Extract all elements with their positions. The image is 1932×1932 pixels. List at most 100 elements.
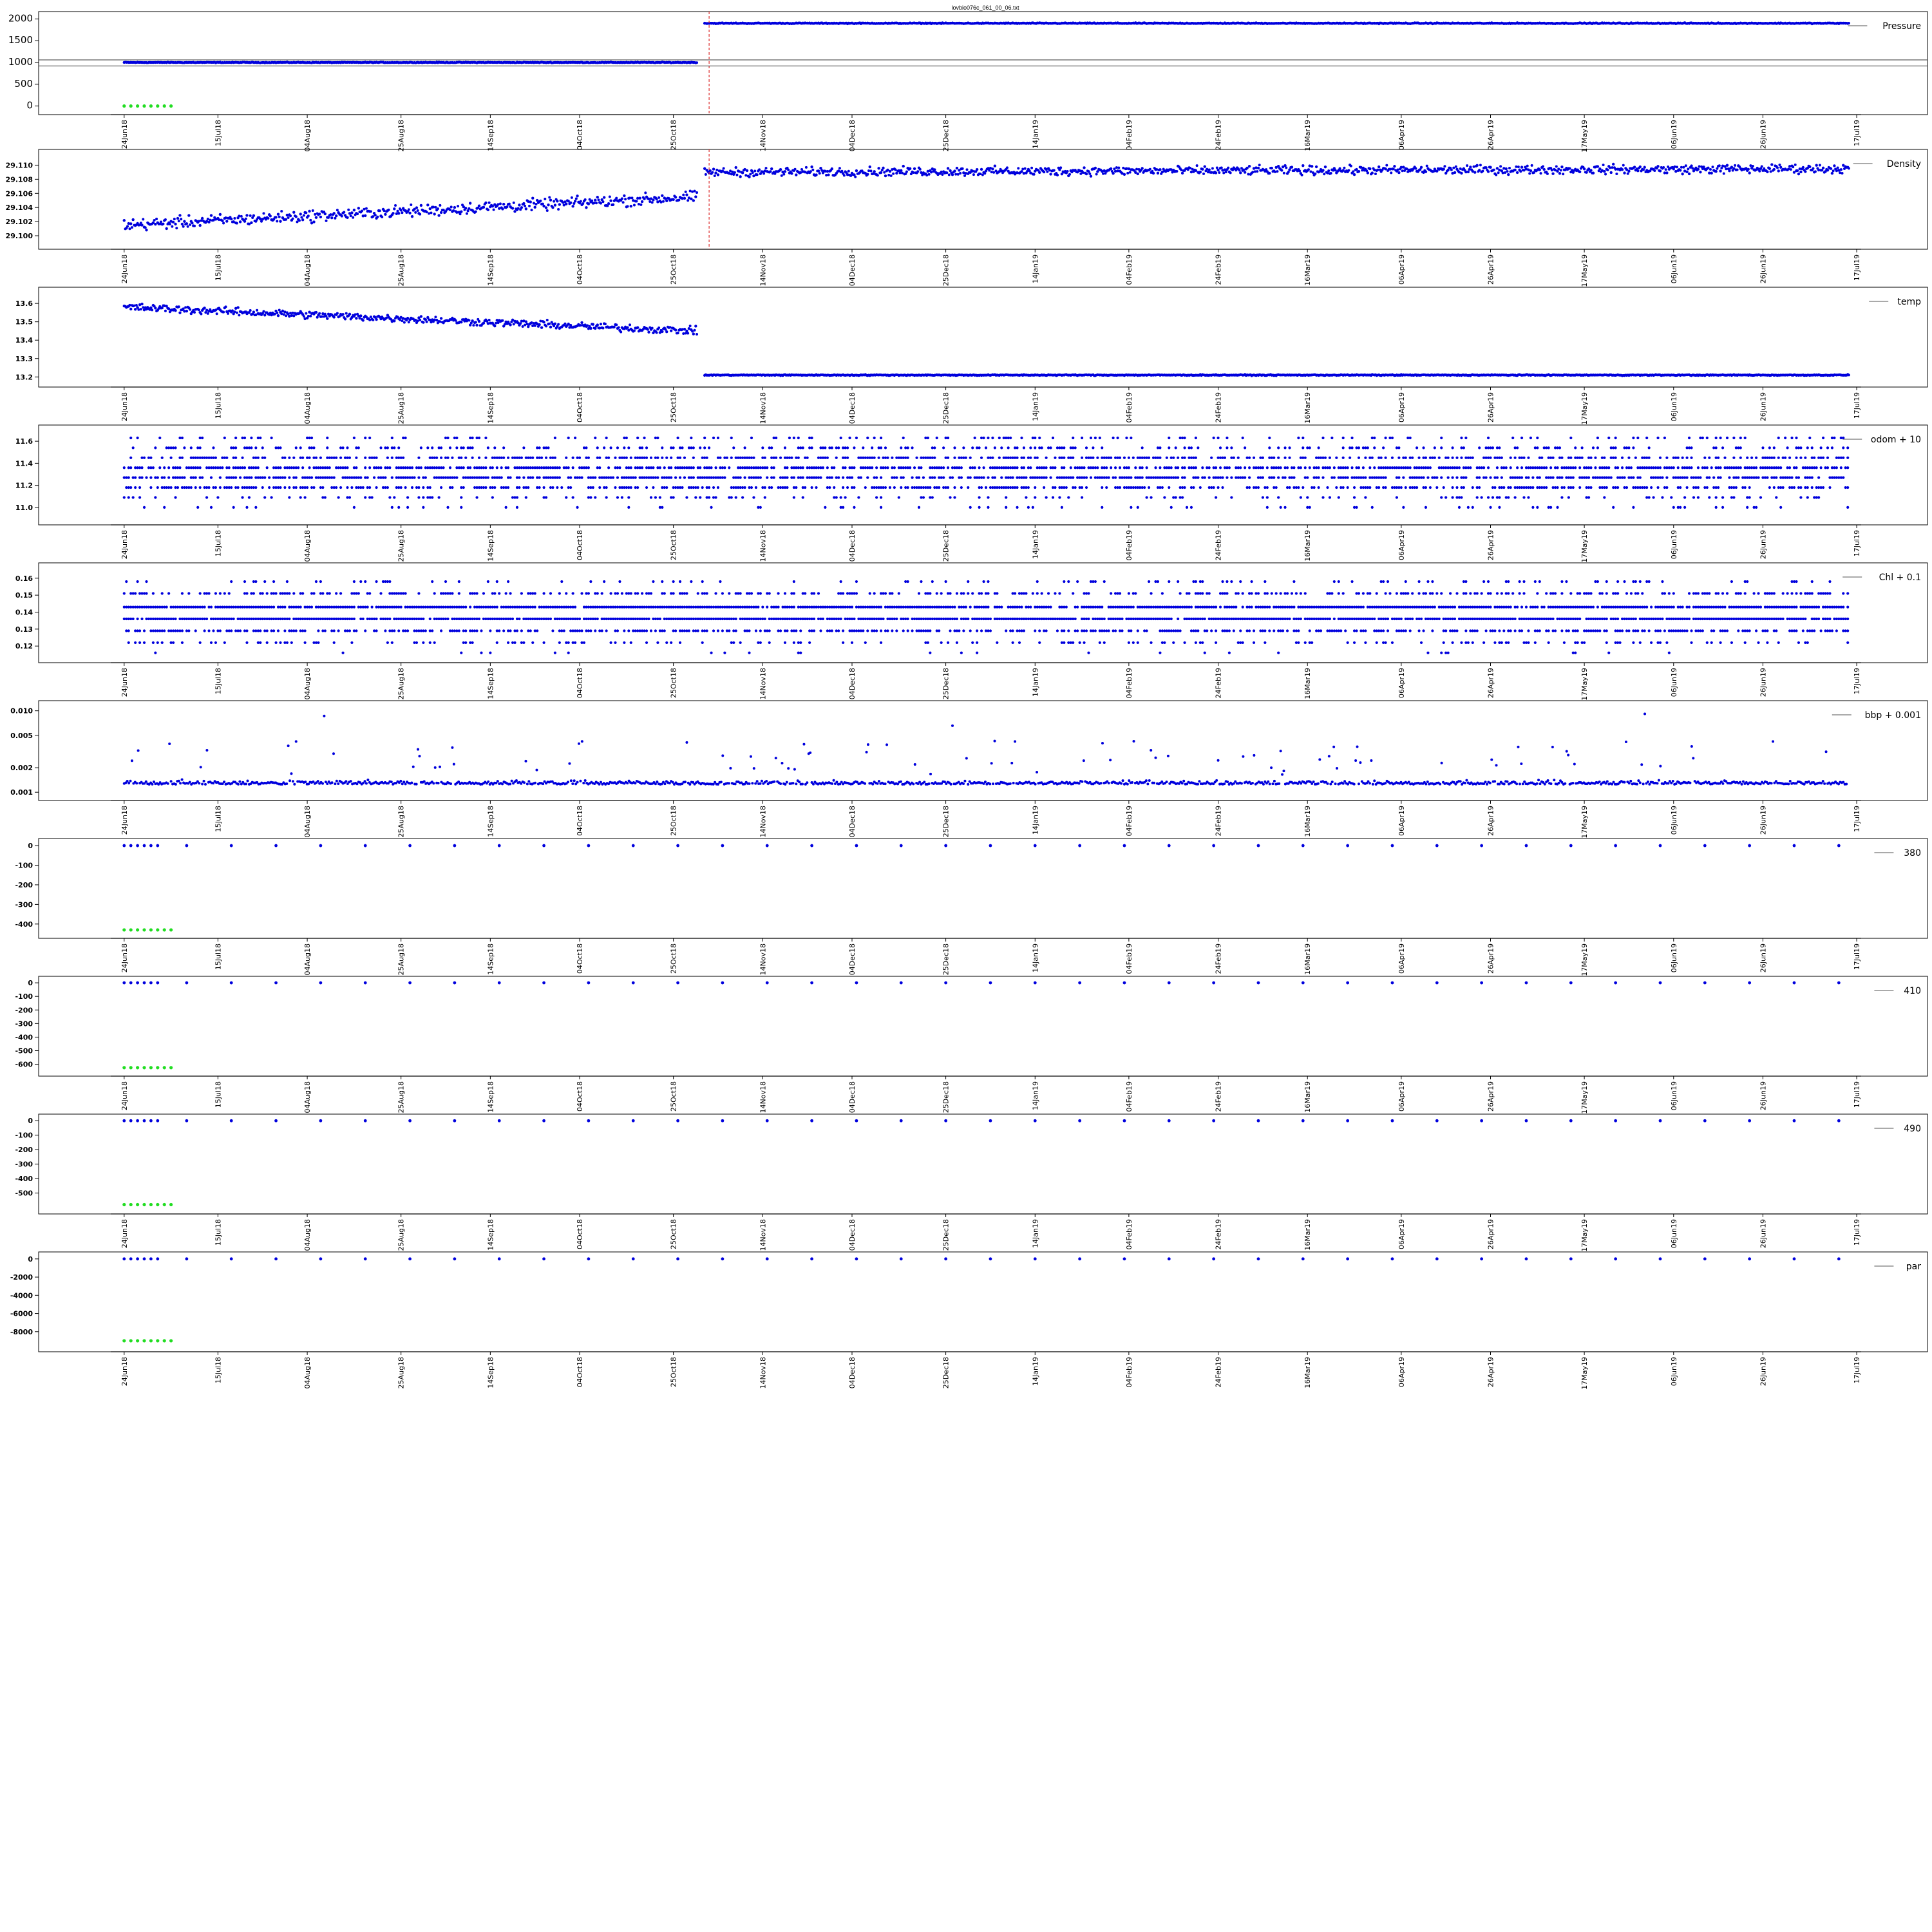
figure-title: lovbio076c_061_00_06.txt bbox=[951, 5, 1019, 11]
data-point bbox=[867, 169, 870, 173]
data-point bbox=[696, 61, 699, 64]
data-point bbox=[1622, 164, 1625, 167]
data-point bbox=[127, 476, 130, 479]
data-point bbox=[285, 218, 288, 221]
data-point bbox=[416, 209, 419, 213]
data-point bbox=[1608, 166, 1611, 169]
data-point bbox=[691, 190, 694, 193]
data-point bbox=[1769, 170, 1772, 173]
data-point bbox=[542, 320, 545, 324]
data-point bbox=[214, 486, 218, 489]
data-point bbox=[1526, 164, 1529, 167]
data-point bbox=[311, 209, 314, 212]
data-point bbox=[1126, 171, 1130, 175]
data-point bbox=[1499, 165, 1502, 168]
data-point bbox=[540, 326, 544, 329]
data-point bbox=[1698, 165, 1701, 168]
data-point bbox=[1238, 169, 1241, 172]
data-point bbox=[359, 314, 363, 317]
data-point bbox=[336, 312, 339, 315]
data-point bbox=[235, 222, 238, 225]
data-point bbox=[1513, 168, 1517, 172]
data-point bbox=[276, 213, 280, 216]
data-point bbox=[548, 196, 551, 199]
data-point bbox=[646, 328, 649, 331]
data-point bbox=[652, 198, 655, 202]
data-point bbox=[764, 167, 768, 170]
data-point bbox=[1778, 164, 1781, 167]
data-point bbox=[1376, 168, 1379, 171]
data-point bbox=[218, 218, 221, 222]
data-point bbox=[1662, 166, 1665, 169]
data-point bbox=[334, 214, 338, 218]
x-tick-label: 24Feb19 bbox=[1215, 254, 1223, 285]
data-point bbox=[900, 169, 903, 173]
data-point bbox=[571, 205, 574, 208]
data-point bbox=[762, 172, 766, 175]
data-point bbox=[818, 172, 821, 175]
data-point bbox=[1049, 173, 1052, 176]
data-point bbox=[245, 214, 249, 217]
data-point bbox=[524, 323, 527, 327]
data-point bbox=[1489, 166, 1492, 169]
data-point bbox=[530, 209, 533, 212]
data-point bbox=[292, 211, 296, 214]
data-point bbox=[1528, 172, 1531, 175]
data-point bbox=[692, 199, 696, 202]
data-point bbox=[1555, 165, 1558, 168]
data-point bbox=[512, 323, 515, 326]
data-point bbox=[287, 216, 290, 220]
data-point bbox=[687, 199, 690, 202]
data-point bbox=[827, 173, 830, 176]
data-point bbox=[1699, 171, 1702, 174]
data-point bbox=[739, 175, 742, 178]
data-point bbox=[620, 197, 624, 200]
data-point bbox=[314, 216, 318, 219]
data-point bbox=[649, 200, 652, 203]
data-point bbox=[662, 200, 665, 203]
x-tick-label: 06Jun19 bbox=[1670, 120, 1678, 149]
data-point bbox=[753, 169, 757, 173]
data-point bbox=[544, 206, 548, 209]
data-point bbox=[1135, 167, 1139, 171]
data-point bbox=[1046, 170, 1049, 173]
data-point bbox=[615, 196, 618, 200]
data-point bbox=[156, 476, 159, 479]
data-point bbox=[1203, 165, 1206, 168]
data-point bbox=[951, 173, 954, 176]
data-point bbox=[407, 321, 410, 324]
data-point bbox=[177, 305, 180, 308]
data-point bbox=[1159, 168, 1162, 171]
data-point bbox=[129, 104, 133, 108]
data-point bbox=[530, 321, 533, 324]
data-point bbox=[276, 314, 280, 317]
data-point bbox=[749, 173, 752, 176]
data-point bbox=[453, 205, 457, 209]
data-point bbox=[639, 203, 643, 206]
data-point bbox=[269, 214, 272, 218]
data-point bbox=[1484, 166, 1488, 169]
data-point bbox=[961, 167, 964, 170]
data-point bbox=[280, 210, 283, 213]
data-point bbox=[397, 212, 401, 215]
data-point bbox=[178, 214, 182, 217]
x-tick-label: 25Oct18 bbox=[670, 392, 678, 422]
x-tick-label: 14Jan19 bbox=[1031, 120, 1039, 149]
data-point bbox=[238, 214, 241, 218]
data-point bbox=[1343, 166, 1346, 169]
data-point bbox=[378, 209, 381, 213]
data-point bbox=[454, 319, 457, 322]
data-point bbox=[713, 175, 716, 178]
y-tick-label: 1000 bbox=[8, 56, 33, 68]
data-point bbox=[224, 216, 227, 220]
legend-label: temp bbox=[1897, 297, 1921, 307]
data-point bbox=[140, 223, 144, 227]
data-point bbox=[1808, 165, 1812, 169]
data-point bbox=[198, 486, 202, 489]
data-point bbox=[276, 220, 279, 223]
data-point bbox=[1352, 170, 1355, 173]
y-tick-label: 1500 bbox=[8, 34, 33, 46]
data-point bbox=[1302, 164, 1305, 167]
data-point bbox=[314, 213, 317, 216]
data-point bbox=[299, 213, 302, 216]
